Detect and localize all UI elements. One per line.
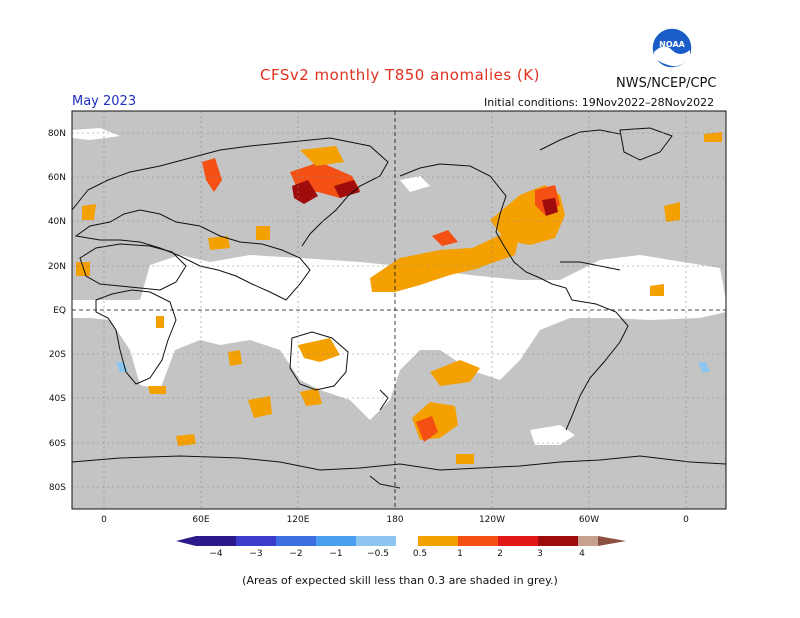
skill-footnote: (Areas of expected skill less than 0.3 a…: [242, 574, 558, 587]
colorbar: −4 −3 −2 −1 −0.5 0.5 1 2 3 4: [176, 536, 626, 559]
lat-label: 40N: [48, 217, 66, 227]
lat-label: 40S: [49, 394, 66, 404]
map-border: [71, 110, 727, 510]
lon-label: 120W: [479, 515, 505, 525]
forecast-month: May 2023: [72, 94, 137, 109]
colorbar-ticks: −4 −3 −2 −1 −0.5 0.5 1 2 3 4: [209, 549, 585, 559]
colorbar-tick: 4: [579, 549, 585, 559]
lat-label: 20N: [48, 262, 66, 272]
colorbar-left-arrow: [176, 536, 196, 546]
lat-label: 60S: [49, 439, 66, 449]
colorbar-tick: −2: [289, 549, 302, 559]
lon-label: 0: [683, 515, 689, 525]
map-title: CFSv2 monthly T850 anomalies (K): [260, 66, 540, 84]
lat-label: 60N: [48, 173, 66, 183]
colorbar-tick: 2: [497, 549, 503, 559]
lon-label: 0: [101, 515, 107, 525]
initial-conditions: Initial conditions: 19Nov2022–28Nov2022: [484, 96, 715, 109]
anomaly-regions: [76, 132, 722, 464]
lat-labels: 80N 60N 40N 20N EQ 20S 40S 60S 80S: [48, 129, 66, 493]
colorbar-right-arrow: [598, 536, 626, 546]
lat-label: 80N: [48, 129, 66, 139]
lon-labels: 0 60E 120E 180 120W 60W 0: [101, 515, 689, 525]
organization-label: NWS/NCEP/CPC: [616, 76, 717, 91]
lon-label: 60W: [579, 515, 599, 525]
colorbar-tick: 3: [537, 549, 543, 559]
lon-label: 180: [386, 515, 403, 525]
lat-label: EQ: [53, 306, 66, 316]
colorbar-tick: −1: [329, 549, 342, 559]
lon-label: 60E: [192, 515, 209, 525]
colorbar-tick: −0.5: [367, 549, 389, 559]
lon-label: 120E: [287, 515, 310, 525]
colorbar-tick: −4: [209, 549, 223, 559]
noaa-logo: NOAA: [651, 27, 693, 69]
colorbar-tick: −3: [249, 549, 262, 559]
map-panel: 80N 60N 40N 20N EQ 20S 40S 60S 80S 0 60E…: [48, 110, 727, 525]
colorbar-tick: 1: [457, 549, 463, 559]
lat-lon-grid: [72, 111, 726, 509]
lat-label: 80S: [49, 483, 66, 493]
skill-regions: [72, 128, 726, 445]
noaa-logo-text: NOAA: [659, 40, 685, 49]
colorbar-tick: 0.5: [413, 549, 427, 559]
lat-label: 20S: [49, 350, 66, 360]
